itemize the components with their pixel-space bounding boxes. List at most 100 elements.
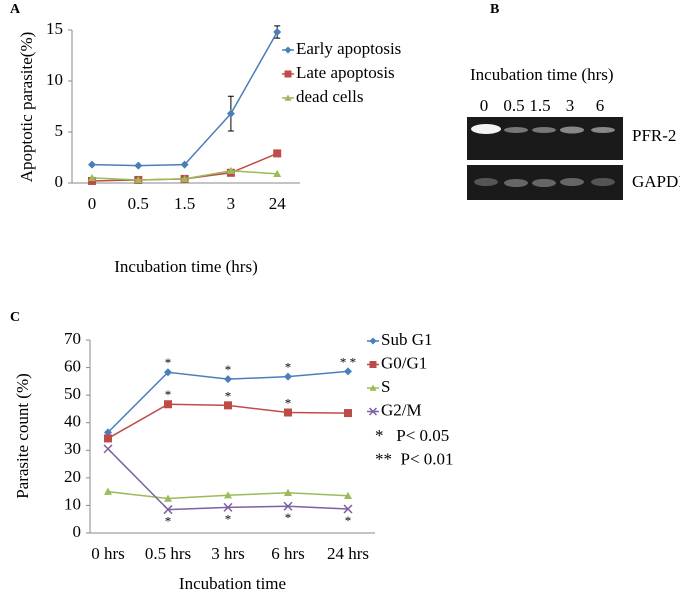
band-label: PFR-2: [632, 126, 676, 145]
marker: [104, 487, 112, 495]
legend-label: Early apoptosis: [296, 39, 401, 58]
marker: [224, 375, 232, 384]
series-line: [107, 403, 349, 440]
x-axis-title: Incubation time (hrs): [114, 257, 258, 276]
y-tick-label: 10: [46, 70, 63, 89]
x-tick-label: 0.5 hrs: [145, 544, 191, 563]
marker: [134, 161, 143, 170]
x-tick-label: 0.5: [128, 194, 149, 213]
legend-label: Sub G1: [381, 330, 432, 349]
marker: [284, 94, 292, 101]
marker: [224, 401, 232, 410]
significance: *: [165, 355, 172, 370]
marker: [104, 428, 112, 437]
marker: [369, 337, 377, 345]
y-tick-label: 50: [64, 384, 81, 403]
significance: *: [225, 362, 232, 377]
marker: [163, 505, 173, 515]
legend-label: dead cells: [296, 87, 364, 106]
marker: [273, 169, 282, 178]
panel-label: C: [10, 310, 20, 325]
x-axis-title: Incubation time: [179, 574, 286, 593]
panel-label: B: [490, 2, 499, 17]
y-tick-label: 0: [55, 172, 64, 191]
x-tick-label: 3: [227, 194, 236, 213]
x-tick-label: 3 hrs: [211, 544, 245, 563]
blot-band: [560, 178, 584, 186]
x-tick-label: 6 hrs: [271, 544, 305, 563]
x-tick-label: 0 hrs: [91, 544, 125, 563]
marker: [103, 444, 113, 454]
significance: *: [225, 388, 232, 403]
lane-label: 6: [596, 96, 605, 115]
marker: [284, 408, 292, 417]
significance: * *: [340, 354, 356, 369]
marker: [283, 501, 293, 511]
blot-title: Incubation time (hrs): [470, 65, 614, 84]
legend-note: * P< 0.05: [375, 426, 449, 445]
marker: [164, 368, 172, 377]
marker: [284, 488, 292, 496]
significance: *: [225, 511, 232, 526]
marker: [344, 409, 352, 418]
blot-band: [474, 178, 498, 186]
marker: [344, 491, 352, 499]
y-tick-label: 10: [64, 494, 81, 513]
marker: [164, 494, 172, 502]
y-tick-label: 60: [64, 356, 81, 375]
blot-band: [504, 179, 528, 187]
blot-band: [532, 127, 556, 133]
lane-label: 0: [480, 96, 489, 115]
series-line: [107, 448, 349, 511]
blot-image: [467, 117, 623, 160]
marker: [343, 504, 353, 514]
significance: *: [165, 514, 172, 529]
marker: [369, 384, 377, 391]
lane-label: 1.5: [529, 96, 550, 115]
significance: *: [285, 510, 292, 525]
marker: [180, 160, 189, 169]
blot-band: [532, 179, 556, 187]
marker: [224, 491, 232, 499]
x-tick-label: 24: [269, 194, 287, 213]
y-tick-label: 30: [64, 439, 81, 458]
marker: [284, 70, 292, 78]
band-label: GAPDH: [632, 172, 680, 191]
y-tick-label: 70: [64, 329, 81, 348]
legend-label: G0/G1: [381, 353, 427, 372]
marker: [273, 149, 282, 158]
significance: *: [285, 360, 292, 375]
blot-band: [560, 126, 584, 134]
marker: [88, 160, 96, 169]
y-axis-title: Parasite count (%): [13, 373, 32, 499]
marker: [88, 173, 96, 182]
legend-note: ** P< 0.01: [375, 449, 454, 468]
marker: [226, 166, 235, 174]
legend-label: S: [381, 377, 390, 396]
x-tick-label: 0: [88, 194, 97, 213]
y-tick-label: 20: [64, 467, 81, 486]
marker: [226, 109, 235, 118]
x-tick-label: 1.5: [174, 194, 195, 213]
x-tick-label: 24 hrs: [327, 544, 369, 563]
blot-band: [471, 124, 501, 134]
blot-band: [504, 127, 528, 133]
marker: [223, 502, 233, 512]
significance: *: [285, 395, 292, 410]
significance: *: [165, 387, 172, 402]
blot-band: [591, 178, 615, 186]
marker: [273, 28, 282, 37]
marker: [344, 367, 352, 376]
panel-label: A: [10, 2, 21, 17]
legend-label: Late apoptosis: [296, 63, 395, 82]
y-tick-label: 0: [73, 522, 82, 541]
y-tick-label: 15: [46, 19, 63, 38]
series-line: [91, 31, 278, 167]
marker: [284, 46, 292, 54]
y-axis-title: Apoptotic parasite(%): [17, 32, 36, 183]
marker: [369, 361, 377, 368]
marker: [180, 174, 189, 183]
blot-band: [591, 127, 615, 133]
lane-label: 0.5: [503, 96, 524, 115]
